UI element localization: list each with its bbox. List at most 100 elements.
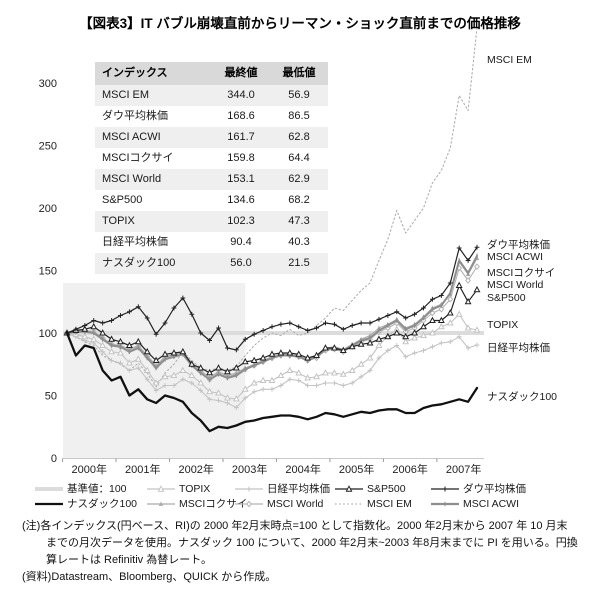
marker: [188, 371, 196, 378]
legend-row-1: 基準値：100 TOPIX 日経平均株価 S&P500 ダウ平均株価: [34, 481, 584, 496]
table-row: 日経平均株価 90.4 40.3: [95, 232, 328, 253]
marker: [455, 281, 463, 288]
y-axis-label: 250: [39, 141, 57, 153]
marker: [241, 357, 249, 365]
x-axis-label: 2006年: [392, 462, 427, 476]
legend-symbol: [335, 484, 363, 492]
marker: [223, 394, 231, 401]
footnotes: (注)各インデックス(円ベース、RI)の 2000 年2月末時点=100 として…: [22, 518, 582, 586]
y-axis-label: 0: [51, 453, 57, 465]
marker: [90, 322, 98, 330]
marker: [330, 369, 338, 376]
marker: [447, 295, 454, 303]
marker: [304, 374, 312, 381]
marker: [259, 354, 267, 361]
marker: [216, 369, 221, 374]
table-row: ダウ平均株価 168.6 86.5: [95, 106, 328, 127]
legend-item-acwi: MSCI ACWI: [430, 498, 550, 510]
note-text: 算レートは Refinitiv 為替レート。: [46, 554, 213, 566]
legend-item-sp500: S&P500: [334, 483, 430, 495]
marker: [268, 376, 276, 383]
source-text: (資料)Datastream、Bloomberg、QUICK から作成。: [22, 571, 277, 583]
marker: [402, 332, 410, 340]
table-cell: 159.8: [212, 148, 270, 169]
marker: [402, 337, 410, 345]
legend-symbol: [431, 501, 459, 506]
legend-item-nasdaq: ナスダック100: [34, 496, 146, 511]
legend-label: S&P500: [367, 482, 406, 495]
table-cell: 153.1: [212, 169, 270, 190]
marker: [339, 370, 347, 377]
marker: [438, 305, 445, 313]
marker: [277, 371, 285, 378]
series-label-1: MSCI EM: [487, 54, 532, 66]
marker: [295, 350, 303, 357]
table-row: MSCIコクサイ 159.8 64.4: [95, 148, 328, 169]
marker: [420, 331, 427, 338]
legend-item-dow: ダウ平均株価: [430, 481, 550, 496]
series-label-3: MSCI ACWI: [487, 251, 544, 263]
table-cell: 日経平均株価: [95, 232, 212, 253]
table-cell: 86.5: [270, 106, 328, 127]
marker: [108, 335, 116, 342]
legend-symbol: [431, 486, 459, 491]
marker: [393, 329, 401, 336]
marker: [197, 379, 205, 386]
table-cell: MSCI World: [95, 169, 212, 190]
legend-item-world: MSCI World: [234, 498, 334, 510]
series-label-9: ナスダック100: [487, 391, 558, 403]
note-text: (注)各インデックス(円ベース、RI)の 2000 年2月末時点=100 として…: [22, 520, 568, 532]
marker: [136, 343, 141, 348]
marker: [99, 329, 107, 336]
marker: [304, 354, 312, 361]
series-label-5: MSCI World: [487, 279, 544, 291]
x-axis-label: 2001年: [125, 462, 160, 476]
marker: [411, 329, 419, 336]
table-cell: 56.0: [212, 253, 270, 274]
series-label-7: TOPIX: [487, 319, 519, 331]
table-cell: 40.3: [270, 232, 328, 253]
marker: [348, 366, 356, 373]
table-cell: 62.9: [270, 169, 328, 190]
y-axis-label: 300: [39, 78, 57, 90]
marker: [286, 349, 294, 356]
table-cell: 161.7: [212, 127, 270, 148]
x-axis-label: 2002年: [178, 462, 213, 476]
legend-item-nikkei: 日経平均株価: [234, 481, 334, 496]
marker: [313, 351, 321, 358]
legend-symbol: [235, 500, 263, 507]
marker: [81, 332, 89, 340]
marker: [232, 364, 240, 371]
chart-title: 【図表3】IT バブル崩壊直前からリーマン・ショック直前までの価格推移: [79, 16, 521, 31]
legend-label: MSCI EM: [367, 497, 412, 510]
table-cell: TOPIX: [95, 211, 212, 232]
table-row: MSCI EM 344.0 56.9: [95, 85, 328, 106]
marker: [357, 340, 365, 347]
series-label-2: ダウ平均株価: [487, 239, 550, 251]
table-cell: 102.3: [212, 211, 270, 232]
note-text: までの月次データを使用。ナスダック 100 について、2000 年2月末~200…: [46, 537, 578, 549]
legend-label: 日経平均株価: [267, 483, 330, 495]
marker: [428, 316, 436, 323]
marker: [134, 337, 142, 345]
series-line-em: [66, 27, 478, 388]
legend-item-baseline: 基準値：100: [34, 481, 146, 496]
marker: [179, 366, 187, 373]
legend: 基準値：100 TOPIX 日経平均株価 S&P500 ダウ平均株価 ナスダック100 M…: [34, 481, 584, 511]
marker: [170, 371, 178, 378]
series-label-4: MSCIコクサイ: [487, 267, 556, 279]
marker: [250, 356, 258, 363]
table-cell: 62.8: [270, 127, 328, 148]
legend-item-topix: TOPIX: [146, 483, 234, 495]
marker: [143, 347, 151, 355]
table-cell: MSCI EM: [95, 85, 212, 106]
legend-item-kokusai: MSCIコクサイ: [146, 496, 247, 511]
x-axis-label: 2005年: [339, 462, 374, 476]
marker: [134, 355, 142, 362]
marker: [117, 349, 124, 356]
marker: [464, 324, 472, 331]
marker: [206, 368, 214, 376]
marker: [322, 344, 329, 351]
marker: [223, 367, 231, 375]
